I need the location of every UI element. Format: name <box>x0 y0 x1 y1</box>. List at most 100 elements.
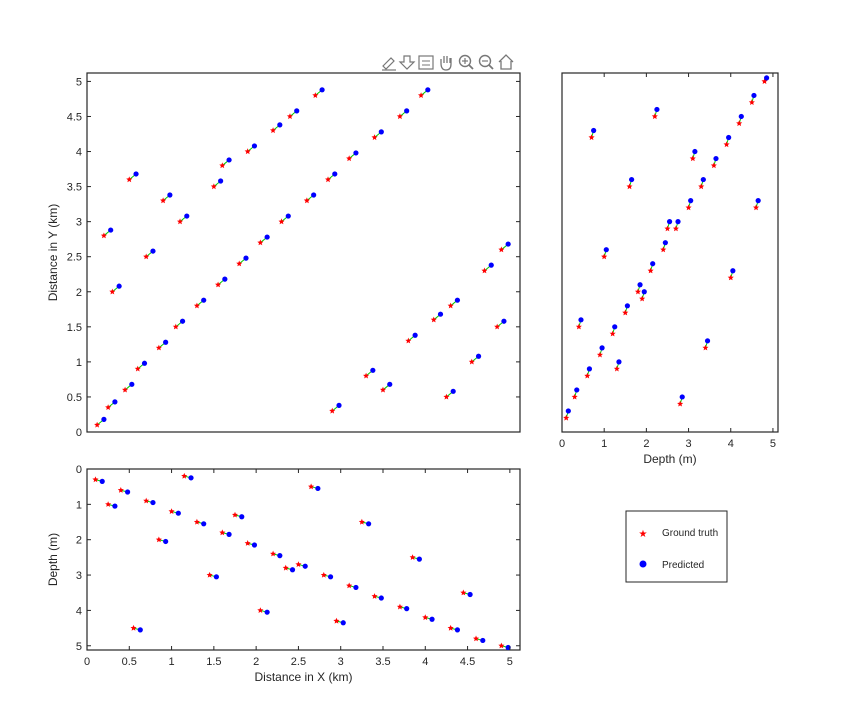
predicted-point <box>378 129 384 135</box>
x-axis-label: Depth (m) <box>643 452 696 466</box>
ground-truth-point <box>447 624 454 631</box>
predicted-point <box>505 241 511 247</box>
ground-truth-point <box>422 614 429 621</box>
ground-truth-point <box>130 624 137 631</box>
predicted-point <box>285 213 291 219</box>
ground-truth-point <box>155 536 162 543</box>
predicted-point <box>163 538 169 545</box>
ground-truth-point <box>320 571 327 578</box>
predicted-point <box>738 113 744 120</box>
ground-truth-point <box>257 239 264 246</box>
ground-truth-point <box>160 197 167 204</box>
y-tick-label: 4 <box>76 605 82 617</box>
ground-truth-point <box>736 120 743 127</box>
y-tick-label: 5 <box>76 76 82 88</box>
ground-truth-point <box>660 246 667 253</box>
predicted-point <box>425 87 431 93</box>
x-tick-label: 4 <box>728 438 734 450</box>
y-tick-label: 3.5 <box>67 182 82 194</box>
x-tick-label: 4.5 <box>460 656 475 668</box>
y-tick-label: 0.5 <box>67 392 82 404</box>
predicted-point <box>586 366 593 372</box>
chart-xy: 0 0.5 1 1.5 2 2.5 3 3.5 4 4.5 5 Distance in Y (km) <box>46 72 521 439</box>
ground-truth-point <box>563 414 570 421</box>
ground-truth-point <box>236 260 243 267</box>
zoom-in-icon[interactable] <box>458 54 474 70</box>
ground-truth-point <box>626 183 633 190</box>
ground-truth-point <box>215 281 222 288</box>
ground-truth-point <box>588 134 595 141</box>
x-axis-label: Distance in X (km) <box>254 670 352 684</box>
ground-truth-point <box>727 274 734 281</box>
predicted-point <box>429 616 435 622</box>
ground-truth-point <box>193 302 200 309</box>
ground-truth-point <box>753 204 760 211</box>
predicted-point <box>289 567 296 573</box>
ground-truth-point <box>380 386 386 393</box>
ground-truth-point <box>761 78 768 84</box>
ground-truth-point <box>286 113 293 120</box>
predicted-point <box>264 234 270 240</box>
y-tick-label: 5 <box>76 641 82 653</box>
predicted-point <box>654 106 660 113</box>
zoom-out-icon[interactable] <box>478 54 494 70</box>
predicted-point <box>179 318 186 324</box>
predicted-point <box>315 485 321 492</box>
ground-truth-point <box>100 232 107 239</box>
predicted-point <box>99 478 105 484</box>
predicted-point <box>641 289 647 295</box>
predicted-point <box>404 606 410 612</box>
ground-truth-point <box>622 309 629 316</box>
ground-truth-point <box>468 358 475 365</box>
predicted-point <box>650 261 656 267</box>
ground-truth-point <box>596 351 603 358</box>
y-axis-label: Depth (m) <box>46 533 60 586</box>
predicted-point <box>730 268 736 274</box>
predicted-point <box>264 609 270 615</box>
predicted-point <box>163 339 169 345</box>
ground-truth-point <box>651 113 658 120</box>
ground-truth-point <box>698 183 705 190</box>
predicted-point <box>467 591 473 598</box>
home-icon[interactable] <box>498 54 514 70</box>
predicted-point <box>412 332 418 338</box>
predicted-point <box>201 297 207 303</box>
predicted-point <box>454 627 461 633</box>
ground-truth-point <box>143 497 150 504</box>
predicted-point <box>599 345 605 351</box>
predicted-point <box>692 148 698 155</box>
predicted-point <box>239 514 245 520</box>
predicted-point <box>112 503 118 509</box>
ground-truth-point <box>639 295 646 302</box>
ground-truth-point <box>270 127 277 134</box>
ground-truth-point <box>219 162 226 169</box>
predicted-point <box>327 574 334 580</box>
ground-truth-point <box>295 561 302 567</box>
predicted-point <box>218 178 224 184</box>
predicted-point <box>184 213 190 219</box>
ground-truth-point <box>647 267 654 274</box>
ground-truth-point <box>244 540 251 546</box>
ground-truth-point <box>333 617 340 624</box>
ground-truth-point <box>473 635 480 642</box>
legend-circle-marker <box>639 560 647 568</box>
y-tick-label: 2 <box>76 287 82 299</box>
pan-hand-icon[interactable] <box>440 56 452 71</box>
ground-truth-point <box>430 316 437 323</box>
ground-truth-point <box>601 253 608 260</box>
ground-truth-point <box>634 288 641 295</box>
predicted-point <box>450 388 456 394</box>
predicted-point <box>137 627 143 633</box>
export-icon[interactable] <box>398 55 416 70</box>
ground-truth-point <box>244 148 251 155</box>
predicted-point <box>302 563 308 569</box>
x-tick-label: 5 <box>770 438 776 450</box>
ground-truth-point <box>232 511 238 518</box>
brush-icon[interactable] <box>382 57 396 71</box>
predicted-point <box>387 381 393 387</box>
legend-star-marker: ★ <box>639 529 648 540</box>
y-tick-label: 4 <box>76 147 82 159</box>
ground-truth-point <box>363 372 370 379</box>
data-tips-icon[interactable] <box>418 55 434 70</box>
ground-truth-point <box>282 564 289 571</box>
